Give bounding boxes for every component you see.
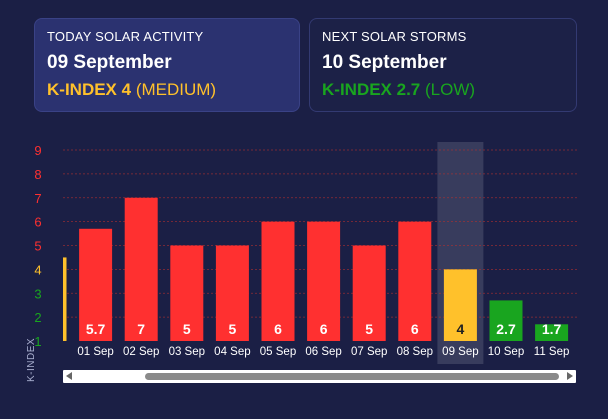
bar-value-label: 5: [229, 321, 237, 337]
bar-value-label: 5: [365, 321, 373, 337]
today-kindex-line: K-INDEX 4 (MEDIUM): [47, 80, 287, 100]
plot-area: g 5.7 01 Sep 7 02 Sep 5 03 Sep 5 04 Sep 6 05 Sep 6 0…: [47, 197, 570, 358]
today-kindex-value: K-INDEX 4: [47, 80, 132, 99]
x-tick-label: 08 Sep: [397, 346, 433, 358]
x-tick-label: 11 Sep: [534, 346, 570, 358]
next-kindex-line: K-INDEX 2.7 (LOW): [322, 80, 564, 100]
bar: [170, 245, 204, 341]
kindex-chart-svg: 1 2 3 4 5 6 7 8 9 g 5.7 01 Sep 7 02 Sep 5 03 Sep 5 04 Sep…: [34, 142, 577, 364]
bar-value-label: 7: [137, 321, 145, 337]
next-kindex-value: K-INDEX 2.7: [322, 80, 421, 99]
y-tick-label: 6: [34, 215, 41, 230]
bar-value-label: 6: [411, 321, 419, 337]
x-tick-label: 01 Sep: [77, 346, 113, 358]
x-tick-label: 09 Sep: [442, 346, 478, 358]
bar: [535, 324, 569, 341]
bar: [63, 257, 67, 341]
x-tick-label: g: [47, 346, 53, 358]
next-card-title: NEXT SOLAR STORMS: [322, 29, 467, 44]
chart-scrollbar[interactable]: [63, 370, 576, 383]
next-solar-storms-card: NEXT SOLAR STORMS 10 September K-INDEX 2…: [309, 18, 577, 112]
next-date: 10 September: [322, 52, 447, 73]
x-tick-label: 05 Sep: [260, 346, 296, 358]
y-tick-label: 1: [34, 334, 41, 349]
y-tick-label: 5: [34, 239, 41, 254]
bar-value-label: 6: [320, 321, 328, 337]
bar-value-label: 5: [183, 321, 191, 337]
today-kindex-level: (MEDIUM): [135, 80, 217, 99]
x-tick-label: 07 Sep: [351, 346, 387, 358]
bar: [443, 269, 477, 341]
x-tick-label: 03 Sep: [169, 346, 205, 358]
bar-value-label: 6: [274, 321, 282, 337]
bar-value-label: 5.7: [86, 321, 106, 337]
x-tick-label: 02 Sep: [123, 346, 159, 358]
y-tick-label: 2: [34, 310, 41, 325]
x-tick-label: 06 Sep: [305, 346, 341, 358]
today-date: 09 September: [47, 52, 172, 73]
bar: [79, 228, 113, 341]
y-axis-label: K-INDEX: [26, 337, 37, 382]
y-tick-label: 8: [34, 167, 41, 182]
today-card-title: TODAY SOLAR ACTIVITY: [47, 29, 204, 44]
bar-value-label: 2.7: [496, 321, 516, 337]
x-tick-label: 10 Sep: [488, 346, 524, 358]
bar: [489, 300, 523, 341]
scrollbar-thumb[interactable]: [145, 373, 559, 380]
today-solar-activity-card: TODAY SOLAR ACTIVITY 09 September K-INDE…: [34, 18, 300, 112]
next-kindex-level: (LOW): [424, 80, 476, 99]
bar: [307, 221, 341, 341]
y-tick-label: 3: [34, 286, 41, 301]
y-tick-label: 4: [34, 262, 41, 277]
scroll-right-arrow-icon[interactable]: [567, 372, 573, 380]
y-tick-label: 7: [34, 191, 41, 206]
scroll-left-arrow-icon[interactable]: [66, 372, 72, 380]
x-tick-label: 04 Sep: [214, 346, 250, 358]
bar: [352, 245, 386, 341]
kindex-chart: 1 2 3 4 5 6 7 8 9 g 5.7 01 Sep 7 02 Sep 5 03 Sep 5 04 Sep…: [0, 130, 608, 419]
y-tick-label: 9: [34, 143, 41, 158]
bar: [215, 245, 249, 341]
bar-value-label: 4: [457, 321, 465, 337]
bar-value-label: 1.7: [542, 321, 562, 337]
bar: [124, 197, 158, 341]
bar: [398, 221, 432, 341]
bar: [261, 221, 295, 341]
